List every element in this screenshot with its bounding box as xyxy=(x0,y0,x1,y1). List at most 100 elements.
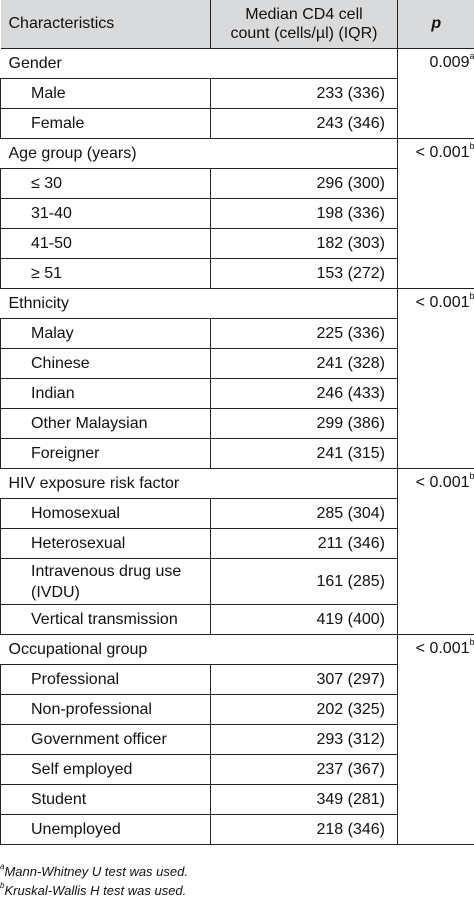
p-value-text: < 0.001 xyxy=(415,144,470,161)
footnote-a: aMann-Whitney U test was used. xyxy=(0,862,188,881)
row-median-cd4: 419 (400) xyxy=(210,604,398,635)
table-row: Other Malaysian 299 (386) xyxy=(0,408,474,439)
table-row: Male 233 (336) xyxy=(0,78,474,109)
table-row: Student 349 (281) xyxy=(0,784,474,815)
header-median-line1: Median CD4 cell xyxy=(245,6,363,23)
table-row: ≤ 30 296 (300) xyxy=(0,168,474,199)
row-median-cd4: 241 (328) xyxy=(210,348,398,379)
row-label: Heterosexual xyxy=(0,528,211,559)
row-median-cd4: 246 (433) xyxy=(210,378,398,409)
group-row: Occupational group < 0.001b xyxy=(0,634,474,845)
row-label: Non-professional xyxy=(0,694,211,725)
row-label: Vertical transmission xyxy=(0,604,211,635)
row-median-cd4: 349 (281) xyxy=(210,784,398,815)
row-label: Malay xyxy=(0,318,211,349)
row-median-cd4: 241 (315) xyxy=(210,438,398,469)
cd4-table: Characteristics Median CD4 cell count (c… xyxy=(0,0,474,845)
row-label: Indian xyxy=(0,378,211,409)
table-row: Indian 246 (433) xyxy=(0,378,474,409)
table-row: ≥ 51 153 (272) xyxy=(0,258,474,289)
group-p-value: 0.009a xyxy=(398,49,474,139)
group-spacer xyxy=(210,138,398,169)
row-median-cd4: 211 (346) xyxy=(210,528,398,559)
table-row: Intravenous drug use (IVDU) 161 (285) xyxy=(0,558,474,605)
group-spacer xyxy=(210,288,398,319)
row-label: Other Malaysian xyxy=(0,408,211,439)
row-median-cd4: 161 (285) xyxy=(210,558,398,605)
row-label: Government officer xyxy=(0,724,211,755)
row-median-cd4: 293 (312) xyxy=(210,724,398,755)
row-median-cd4: 237 (367) xyxy=(210,754,398,785)
footnote-b: bKruskal-Wallis H test was used. xyxy=(0,881,188,900)
row-median-cd4: 296 (300) xyxy=(210,168,398,199)
p-value-text: < 0.001 xyxy=(415,294,470,311)
footnote-b-mark: b xyxy=(0,880,5,890)
table-row: 31-40 198 (336) xyxy=(0,198,474,229)
group-row: Ethnicity < 0.001b xyxy=(0,288,474,469)
p-value-text: < 0.001 xyxy=(415,474,470,491)
footnote-a-text: Mann-Whitney U test was used. xyxy=(4,864,188,879)
table-row: Vertical transmission 419 (400) xyxy=(0,604,474,635)
row-label: Female xyxy=(0,108,211,139)
p-value-footnote-mark: b xyxy=(469,290,474,301)
row-median-cd4: 153 (272) xyxy=(210,258,398,289)
group-spacer xyxy=(210,48,398,79)
group-p-value: < 0.001b xyxy=(397,138,474,289)
group-name: HIV exposure risk factor xyxy=(0,468,211,499)
group-p-value: < 0.001b xyxy=(397,634,474,845)
row-median-cd4: 218 (346) xyxy=(210,814,398,845)
row-label: Chinese xyxy=(0,348,211,379)
row-label: Homosexual xyxy=(0,498,211,529)
group-row: HIV exposure risk factor < 0.001b xyxy=(0,468,474,635)
row-label: Intravenous drug use (IVDU) xyxy=(0,558,211,605)
group-row: Gender 0.009a xyxy=(1,48,474,79)
row-label: Self employed xyxy=(0,754,211,785)
row-label: Foreigner xyxy=(0,438,211,469)
p-value-footnote-mark: b xyxy=(469,470,474,481)
group-name: Ethnicity xyxy=(0,288,211,319)
group-name: Age group (years) xyxy=(0,138,211,169)
p-value-text: < 0.001 xyxy=(415,640,470,657)
group-name: Gender xyxy=(8,54,62,72)
row-label: ≥ 51 xyxy=(0,258,211,289)
footnotes: aMann-Whitney U test was used. bKruskal-… xyxy=(0,862,188,900)
row-label: 41-50 xyxy=(0,228,211,259)
row-median-cd4: 285 (304) xyxy=(210,498,398,529)
row-median-cd4: 198 (336) xyxy=(210,198,398,229)
row-label: Unemployed xyxy=(0,814,211,845)
table-body: Gender 0.009a Male 233 (336) Female 243 (346)… xyxy=(0,48,474,845)
group-spacer xyxy=(210,634,398,665)
group-spacer xyxy=(210,468,398,499)
table-row: Non-professional 202 (325) xyxy=(0,694,474,725)
row-label: ≤ 30 xyxy=(0,168,211,199)
group-p-value: < 0.001b xyxy=(397,468,474,635)
row-label: 31-40 xyxy=(0,198,211,229)
table-row: Heterosexual 211 (346) xyxy=(0,528,474,559)
row-median-cd4: 182 (303) xyxy=(210,228,398,259)
p-value-text: 0.009 xyxy=(429,54,470,71)
row-median-cd4: 202 (325) xyxy=(210,694,398,725)
p-value-footnote-mark: b xyxy=(469,636,474,647)
header-row: Characteristics Median CD4 cell count (c… xyxy=(0,0,474,49)
row-label: Male xyxy=(0,78,211,109)
table-row: Foreigner 241 (315) xyxy=(0,438,474,469)
table-row: Malay 225 (336) xyxy=(0,318,474,349)
header-characteristics: Characteristics xyxy=(0,0,211,49)
footnote-a-mark: a xyxy=(0,861,5,871)
footnote-b-text: Kruskal-Wallis H test was used. xyxy=(4,883,187,898)
header-median-cd4: Median CD4 cell count (cells/µl) (IQR) xyxy=(210,0,398,49)
row-median-cd4: 307 (297) xyxy=(210,664,398,695)
group-row: Age group (years) < 0.001b xyxy=(0,138,474,289)
p-value-footnote-mark: a xyxy=(469,50,474,61)
table-row: Professional 307 (297) xyxy=(0,664,474,695)
header-p: p xyxy=(397,0,474,49)
table-row: Government officer 293 (312) xyxy=(0,724,474,755)
table-row: Unemployed 218 (346) xyxy=(0,814,474,845)
table-row: Female 243 (346) xyxy=(0,108,474,139)
row-median-cd4: 243 (346) xyxy=(210,108,398,139)
group-name: Occupational group xyxy=(0,634,211,665)
row-median-cd4: 233 (336) xyxy=(210,78,398,109)
table-row: Self employed 237 (367) xyxy=(0,754,474,785)
header-median-line2: count (cells/µl) (IQR) xyxy=(230,25,378,42)
